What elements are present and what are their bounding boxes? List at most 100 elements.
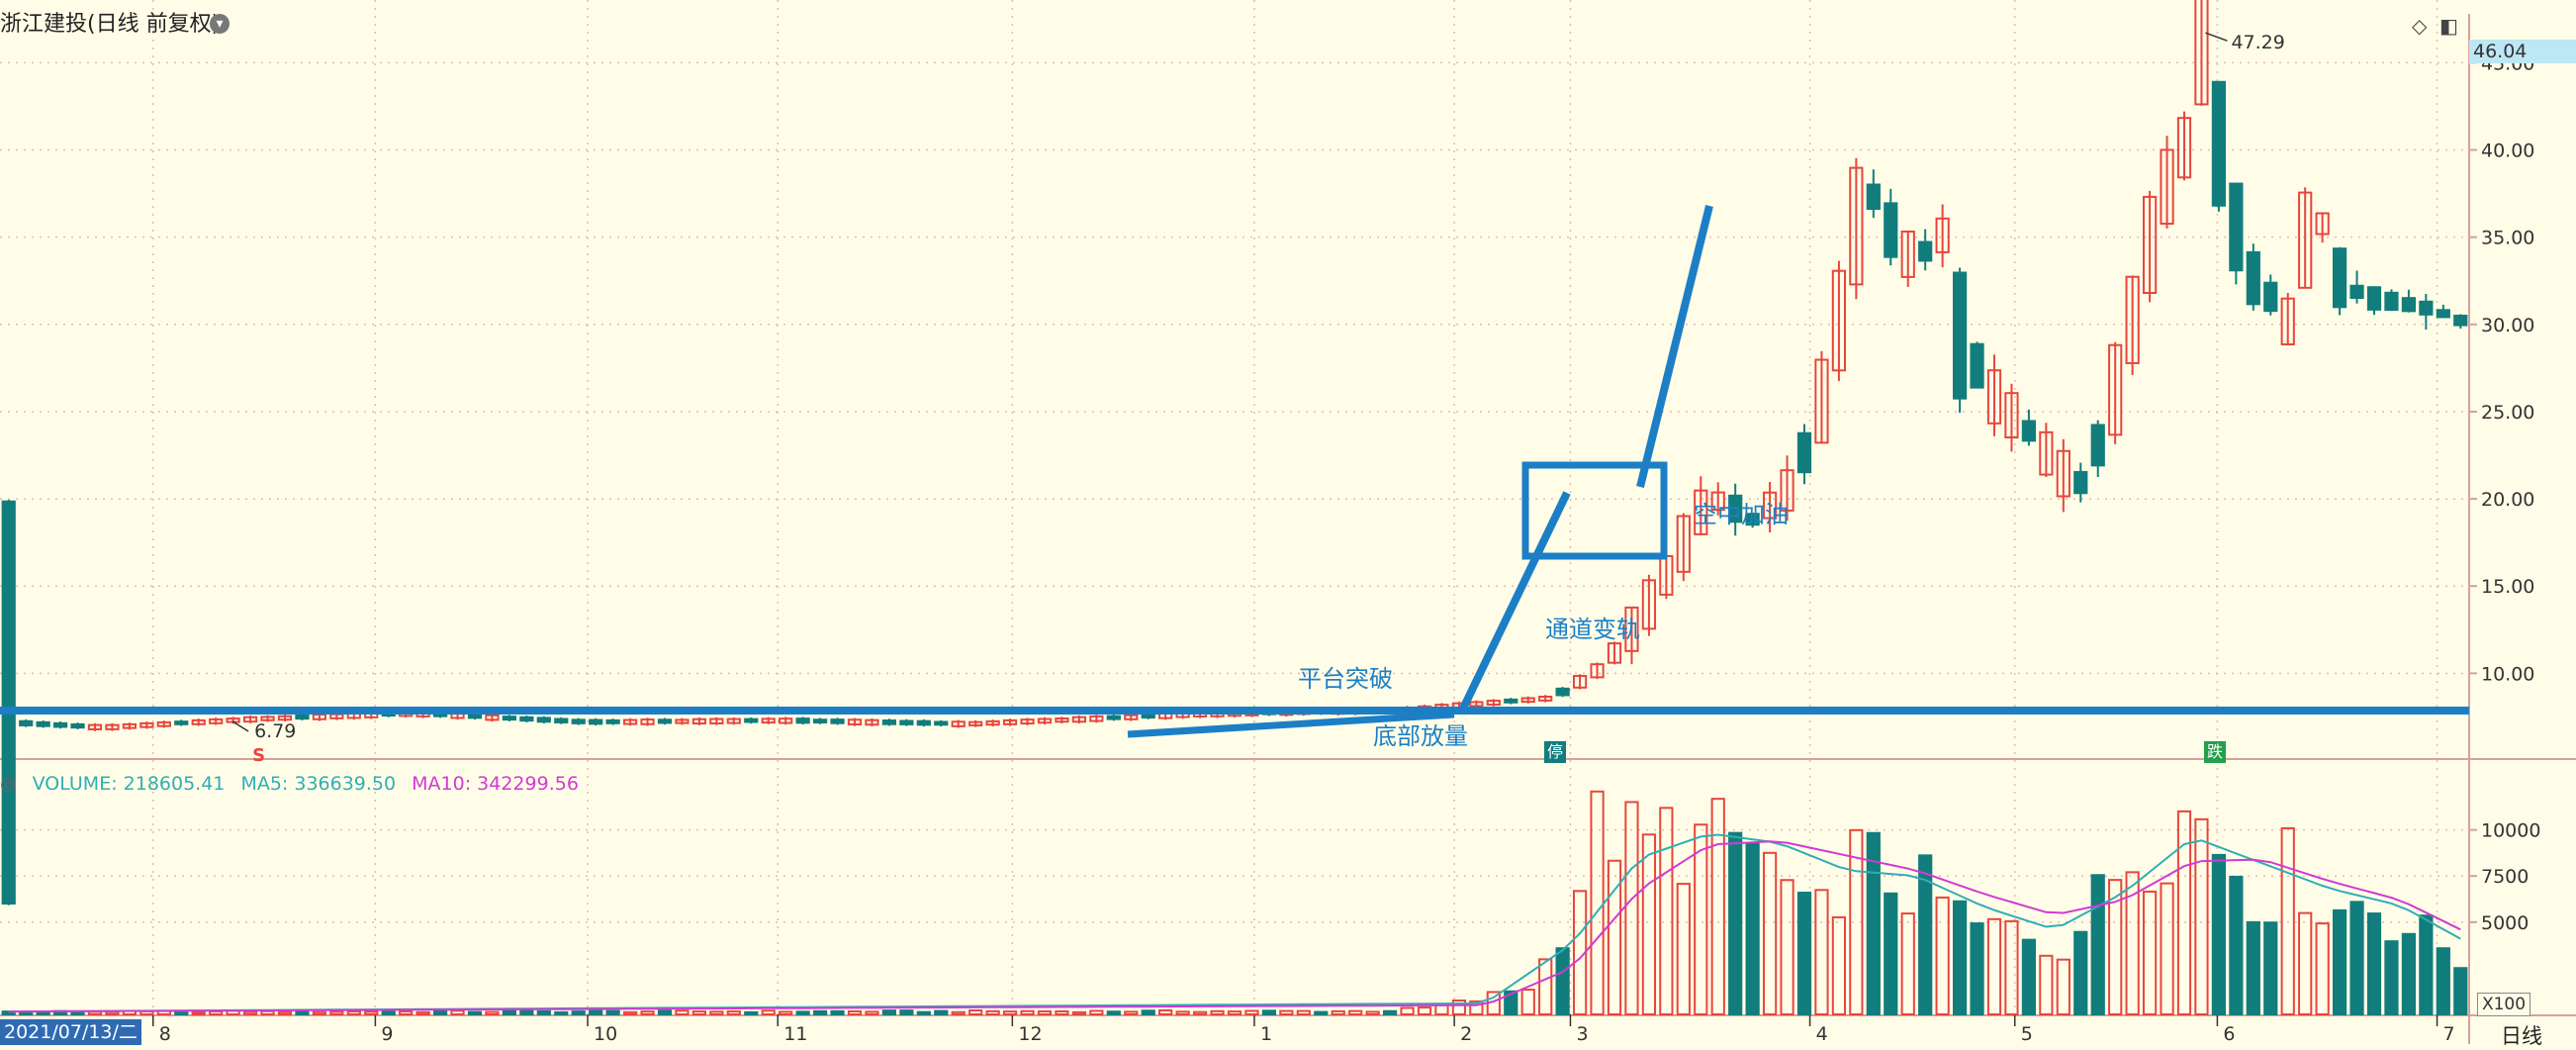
volume-bar bbox=[1417, 1006, 1432, 1016]
volume-bar bbox=[277, 1010, 293, 1015]
volume-bar bbox=[2056, 958, 2070, 1016]
volume-bar bbox=[2298, 911, 2313, 1015]
channel-line-1 bbox=[1458, 491, 1571, 713]
panel-icon[interactable]: ◧ bbox=[2439, 14, 2458, 38]
volume-bar bbox=[1158, 1008, 1173, 1016]
volume-bar bbox=[1900, 912, 1915, 1015]
candle bbox=[1089, 715, 1104, 722]
candle bbox=[1935, 217, 1950, 253]
volume-bar bbox=[1106, 1010, 1121, 1015]
candle bbox=[1676, 515, 1691, 573]
first-date-label: 2021/07/13/二 bbox=[0, 1019, 141, 1045]
month-tick-label: 2 bbox=[1460, 1023, 1472, 1045]
volume-value: VOLUME: 218605.41 bbox=[32, 773, 226, 795]
period-label[interactable]: 日线 bbox=[2501, 1024, 2542, 1048]
candle bbox=[2004, 392, 2019, 439]
volume-bar bbox=[1555, 947, 1570, 1016]
price-tick-label: 35.00 bbox=[2481, 228, 2534, 249]
candle bbox=[295, 715, 310, 720]
candle bbox=[312, 714, 327, 720]
volume-bar bbox=[622, 1010, 638, 1016]
candle bbox=[191, 718, 206, 725]
candle bbox=[744, 717, 759, 723]
volume-bar bbox=[105, 1010, 120, 1015]
candle bbox=[589, 718, 603, 725]
volume-bar bbox=[1365, 1010, 1380, 1015]
volume-bar bbox=[571, 1010, 586, 1016]
candle bbox=[1520, 697, 1535, 704]
month-tick-label: 6 bbox=[2223, 1023, 2235, 1045]
candle bbox=[2246, 250, 2260, 306]
volume-bar bbox=[726, 1010, 741, 1016]
candle bbox=[1780, 469, 1794, 512]
low-price-label: 6.79 bbox=[254, 720, 296, 742]
volume-collapse-icon[interactable]: ◎ bbox=[0, 773, 17, 795]
candle bbox=[657, 718, 673, 724]
volume-bar bbox=[1175, 1010, 1190, 1016]
candle bbox=[105, 723, 120, 730]
candle bbox=[1970, 342, 1984, 389]
candle bbox=[1918, 240, 1933, 262]
candle bbox=[865, 718, 879, 726]
candle bbox=[675, 718, 690, 724]
volume-bar bbox=[1728, 831, 1743, 1016]
volume-bar bbox=[1986, 917, 2002, 1016]
volume-tick-label: 5000 bbox=[2481, 912, 2529, 934]
candle bbox=[2073, 470, 2088, 495]
volume-bar bbox=[554, 1010, 569, 1016]
volume-bar bbox=[1348, 1009, 1363, 1015]
volume-bar bbox=[1780, 879, 1794, 1015]
volume-bar bbox=[2108, 879, 2123, 1015]
volume-bar bbox=[2246, 920, 2260, 1015]
candle bbox=[1469, 701, 1484, 708]
diamond-icon[interactable]: ◇ bbox=[2412, 14, 2428, 38]
volume-bar bbox=[1227, 1010, 1242, 1016]
volume-bar bbox=[467, 1010, 483, 1015]
price-tick-label: 30.00 bbox=[2481, 315, 2534, 336]
volume-bar bbox=[1331, 1009, 1345, 1015]
volume-bar bbox=[1244, 1009, 1259, 1016]
volume-bar bbox=[1296, 1009, 1311, 1015]
volume-bar bbox=[1037, 1010, 1053, 1015]
chevron-down-icon[interactable]: ▾ bbox=[210, 14, 230, 34]
candle bbox=[2384, 291, 2399, 312]
candle bbox=[1849, 166, 1864, 286]
volume-bar bbox=[1918, 854, 1933, 1016]
candle bbox=[242, 716, 258, 723]
candle bbox=[2194, 0, 2209, 106]
volume-tick-label: 7500 bbox=[2481, 866, 2529, 888]
volume-bar bbox=[1504, 990, 1518, 1015]
volume-bar bbox=[589, 1009, 603, 1015]
month-tick-label: 12 bbox=[1018, 1023, 1042, 1045]
volume-bar bbox=[2349, 901, 2364, 1015]
volume-bar bbox=[1451, 1000, 1467, 1016]
candle bbox=[2176, 117, 2192, 179]
volume-bar bbox=[346, 1010, 361, 1015]
volume-bar bbox=[1866, 831, 1881, 1016]
candle bbox=[467, 714, 483, 719]
candle bbox=[139, 721, 154, 728]
volume-bar bbox=[1400, 1006, 1415, 1016]
volume-bar bbox=[830, 1009, 845, 1016]
volume-bar bbox=[2315, 922, 2330, 1016]
volume-bar bbox=[2229, 875, 2244, 1015]
suspension-marker[interactable]: 停 bbox=[1544, 741, 1566, 763]
candle bbox=[1555, 687, 1570, 697]
candle bbox=[985, 719, 1000, 726]
volume-header: ◎ VOLUME: 218605.41 MA5: 336639.50 MA10:… bbox=[0, 773, 589, 795]
volume-bar bbox=[1745, 842, 1760, 1015]
volume-bar bbox=[1694, 823, 1708, 1015]
candle bbox=[1055, 717, 1069, 723]
volume-bar bbox=[605, 1009, 620, 1016]
candle bbox=[1, 500, 16, 906]
volume-bar bbox=[1071, 1010, 1087, 1016]
candle bbox=[1020, 718, 1035, 725]
limit-down-marker[interactable]: 跌 bbox=[2204, 741, 2226, 763]
volume-bar bbox=[2401, 932, 2417, 1015]
volume-bar bbox=[1624, 801, 1639, 1015]
ma10-line bbox=[8, 840, 2461, 1013]
candle bbox=[830, 718, 845, 724]
volume-bar bbox=[1124, 1010, 1139, 1015]
candle bbox=[1124, 714, 1139, 720]
